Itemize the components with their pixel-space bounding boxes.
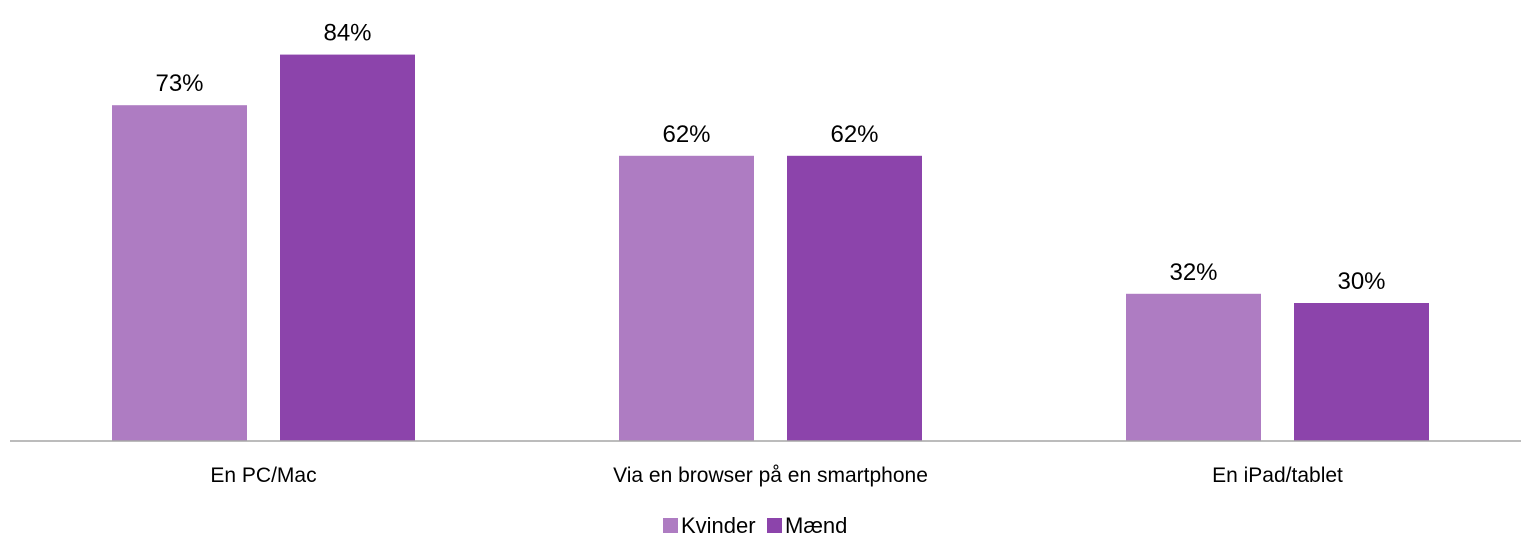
bar-kvinder-2 [619,155,754,442]
data-label-mænd-1: 84% [323,20,371,47]
legend: Kvinder Mænd [663,513,847,538]
category-label-3: En iPad/tablet [1212,464,1343,487]
bars-group [112,54,1429,442]
data-label-kvinder-1: 73% [155,70,203,97]
legend-swatch-kvinder [663,518,678,533]
category-labels-group: En PC/Mac Via en browser på en smartphone… [210,464,1343,487]
category-label-1: En PC/Mac [210,464,316,487]
legend-label-kvinder: Kvinder [681,513,756,538]
bar-mænd-2 [787,155,922,442]
bar-kvinder-1 [112,105,247,441]
legend-swatch-mænd [767,518,782,533]
data-label-mænd-2: 62% [830,121,878,148]
bar-mænd-1 [280,54,415,441]
legend-label-mænd: Mænd [785,513,847,538]
category-label-2: Via en browser på en smartphone [613,464,928,487]
data-label-kvinder-2: 62% [662,121,710,148]
value-labels-group: 73% 84% 62% 62% 32% 30% [155,20,1385,295]
bar-mænd-3 [1294,303,1429,441]
data-label-mænd-3: 30% [1337,268,1385,295]
data-label-kvinder-3: 32% [1169,259,1217,286]
bar-kvinder-3 [1126,293,1261,441]
